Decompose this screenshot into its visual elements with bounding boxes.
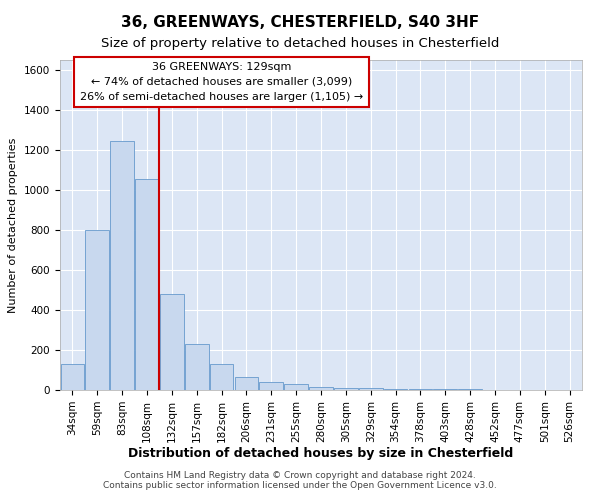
- Bar: [160, 294, 184, 390]
- Text: 36, GREENWAYS, CHESTERFIELD, S40 3HF: 36, GREENWAYS, CHESTERFIELD, S40 3HF: [121, 15, 479, 30]
- X-axis label: Distribution of detached houses by size in Chesterfield: Distribution of detached houses by size …: [128, 448, 514, 460]
- Text: Size of property relative to detached houses in Chesterfield: Size of property relative to detached ho…: [101, 38, 499, 51]
- Bar: [334, 388, 358, 390]
- Text: 36 GREENWAYS: 129sqm
← 74% of detached houses are smaller (3,099)
26% of semi-de: 36 GREENWAYS: 129sqm ← 74% of detached h…: [80, 62, 363, 102]
- Bar: [284, 384, 308, 390]
- Bar: [135, 179, 159, 390]
- Bar: [309, 387, 333, 390]
- Bar: [185, 344, 209, 390]
- Bar: [384, 389, 407, 390]
- Y-axis label: Number of detached properties: Number of detached properties: [8, 138, 19, 312]
- Bar: [85, 230, 109, 390]
- Text: Contains HM Land Registry data © Crown copyright and database right 2024.
Contai: Contains HM Land Registry data © Crown c…: [103, 470, 497, 490]
- Bar: [259, 382, 283, 390]
- Bar: [235, 377, 258, 390]
- Bar: [110, 141, 134, 390]
- Bar: [210, 364, 233, 390]
- Bar: [409, 389, 432, 390]
- Bar: [61, 364, 84, 390]
- Bar: [359, 388, 383, 390]
